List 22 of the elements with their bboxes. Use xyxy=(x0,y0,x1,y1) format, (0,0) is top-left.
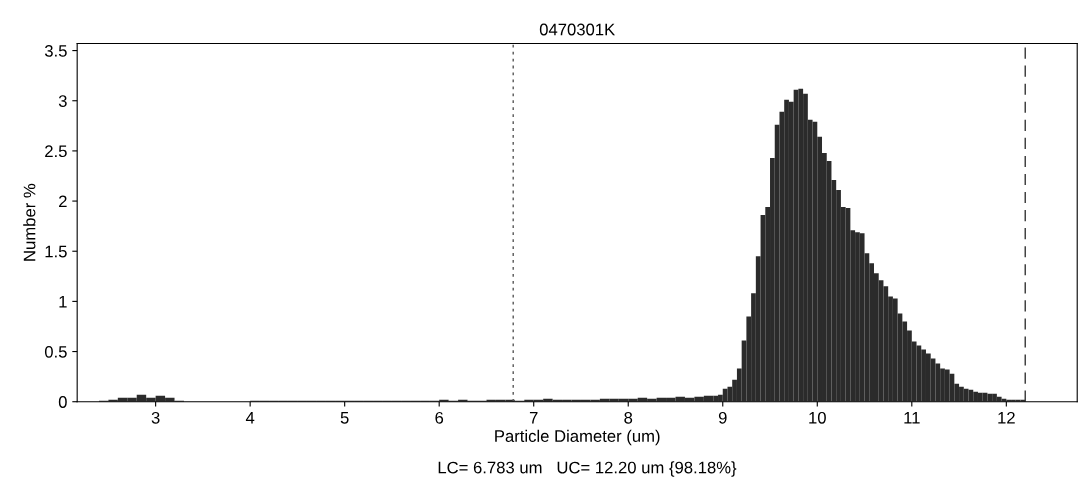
x-tick-label: 11 xyxy=(904,412,920,424)
y-tick-label: 2.5 xyxy=(45,145,67,158)
x-tick-label: 4 xyxy=(245,412,255,424)
x-tick-label: 5 xyxy=(340,412,349,424)
y-axis-title: Number % xyxy=(23,183,36,261)
x-tick-label: 6 xyxy=(435,411,444,424)
x-axis-title: Particle Diameter (um) xyxy=(495,429,660,446)
y-tick-label: 3.5 xyxy=(44,44,67,57)
x-tick-label: 7 xyxy=(529,412,538,424)
x-tick-label: 3 xyxy=(151,411,160,424)
text: LC= 6.783 um UC= 12.20 um {98.18%} xyxy=(438,461,737,477)
x-tick-label: 9 xyxy=(718,411,727,424)
y-tick-label: 3 xyxy=(58,95,67,107)
x-tick-label: 12 xyxy=(998,411,1015,424)
y-tick-label: 2 xyxy=(59,195,67,208)
y-tick-label: 1.5 xyxy=(45,245,67,258)
y-tick-label: 1 xyxy=(59,295,67,308)
y-tick-label: 0.5 xyxy=(44,345,67,358)
x-tick-label: 10 xyxy=(809,411,826,424)
x-tick-label: 8 xyxy=(624,411,633,424)
chart-title: 0470301K xyxy=(539,23,616,36)
y-tick-label: 0 xyxy=(58,396,67,408)
